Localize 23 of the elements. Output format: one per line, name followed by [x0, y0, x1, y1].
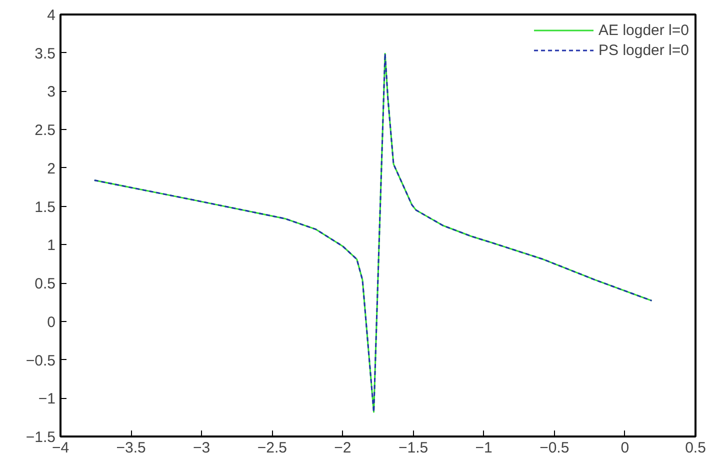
x-tick-label: −3.5: [116, 440, 146, 456]
y-tick-label: 3.5: [34, 45, 56, 62]
legend-label: AE logder l=0: [598, 22, 689, 38]
y-tick-label: 0: [47, 314, 56, 331]
y-tick-label: −1: [38, 390, 56, 408]
y-tick-label: 4: [47, 7, 56, 24]
y-tick-label: 0.5: [34, 276, 56, 293]
y-tick-label: 3: [47, 84, 56, 101]
x-tick-label: −2: [334, 440, 352, 456]
y-tick-label: −1.5: [26, 429, 56, 446]
x-tick-label: 0.5: [685, 440, 706, 456]
y-tick-label: 1: [47, 237, 56, 254]
y-tick-label: 1.5: [34, 198, 56, 216]
y-tick-label: 2.5: [34, 122, 56, 140]
x-tick-label: −3: [193, 440, 210, 456]
x-tick-label: −1: [475, 440, 492, 456]
x-tick-label: 0: [620, 440, 630, 456]
x-tick-label: −1.5: [398, 440, 428, 456]
y-tick-label: 2: [47, 160, 56, 178]
x-tick-label: −2.5: [257, 440, 287, 456]
x-tick-label: −0.5: [540, 440, 570, 456]
y-tick-label: −0.5: [26, 352, 56, 370]
legend-label: PS logder l=0: [598, 42, 689, 58]
